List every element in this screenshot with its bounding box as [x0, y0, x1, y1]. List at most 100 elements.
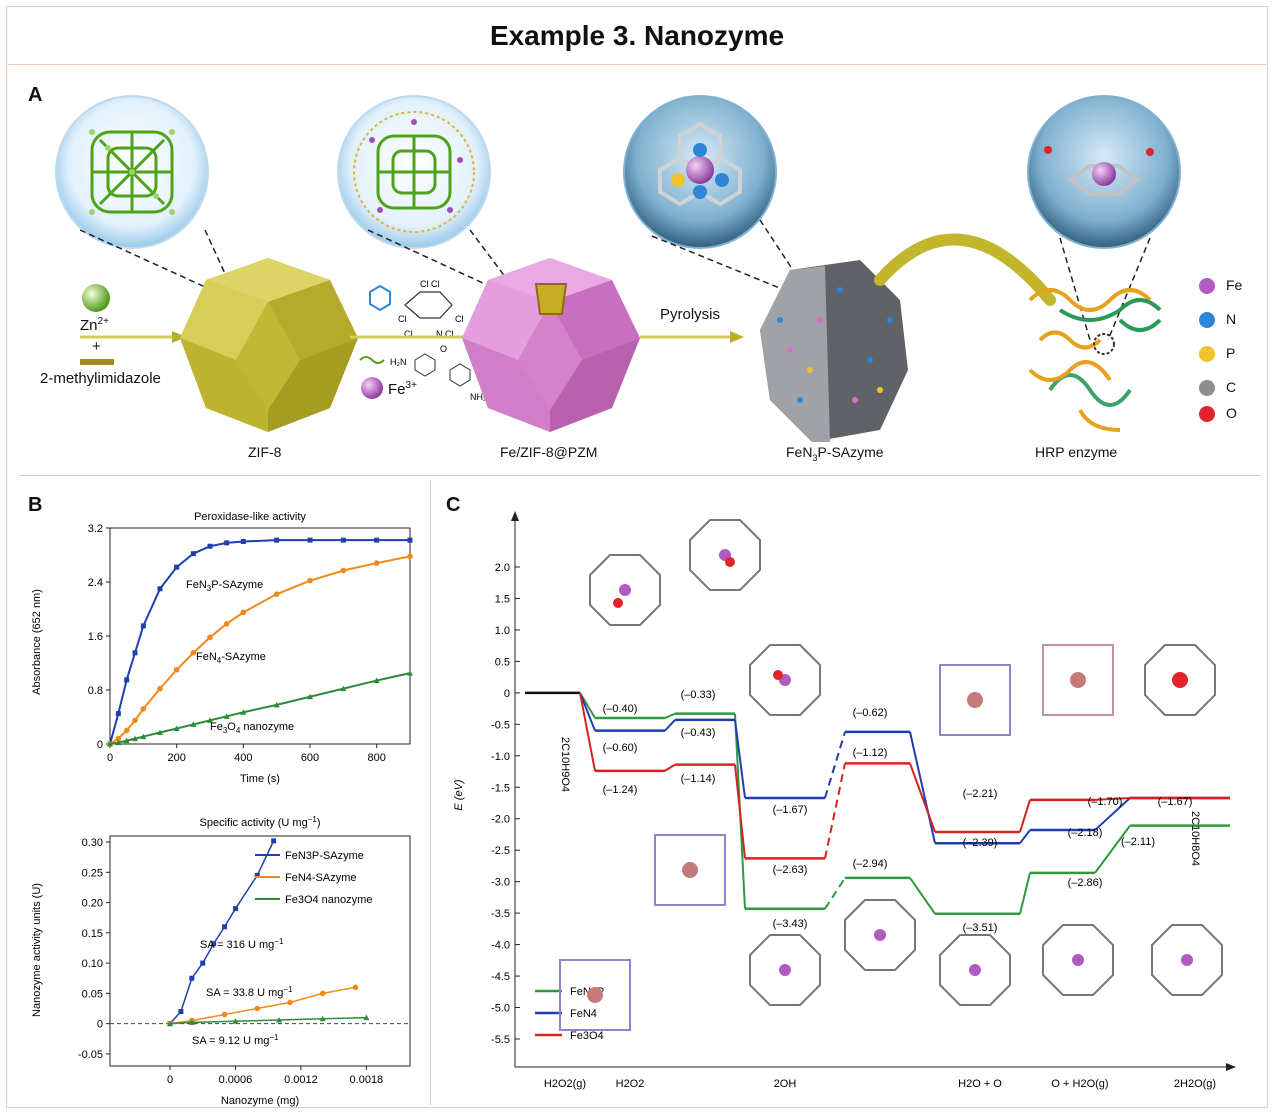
y-tick-label: 1.6 [88, 631, 103, 643]
data-point [190, 721, 197, 727]
energy-label: (–2.18) [1068, 827, 1103, 839]
y-tick-label: 0.8 [88, 685, 103, 697]
x-tick-label: 0 [107, 752, 113, 764]
series-line-1 [109, 555, 411, 745]
connector-0-7 [1094, 825, 1131, 874]
data-point [207, 717, 213, 723]
y-tick-label: -3.0 [491, 877, 510, 889]
data-point [140, 623, 146, 629]
legend-n-label: N [1226, 311, 1237, 327]
legend-sphere-c [1199, 380, 1215, 396]
sa-label-fen4: SA = 33.8 U mg−1 [206, 985, 293, 999]
connector-2-2 [664, 763, 676, 772]
legend-sphere-n [1199, 312, 1215, 328]
data-point [271, 838, 277, 844]
data-point [373, 560, 380, 566]
connector-1-2 [664, 719, 676, 732]
data-point [273, 591, 280, 597]
y-tick-label: -4.5 [491, 971, 510, 983]
connector-0-5 [909, 877, 936, 915]
legend-sphere-fe [1199, 278, 1215, 294]
data-point [178, 1009, 184, 1015]
y-tick-label: 0.25 [82, 867, 103, 879]
hrp-site-bubble [1027, 95, 1181, 249]
energy-label: (–0.60) [603, 742, 638, 754]
energy-label: (–2.86) [1068, 877, 1103, 889]
energy-label: (–0.40) [603, 703, 638, 715]
fit-line-2 [169, 1016, 367, 1025]
x-tick-label: 0.0018 [350, 1074, 384, 1086]
caption-zif8: ZIF-8 [248, 444, 282, 460]
chart-bottom-title: Specific activity (U mg−1) [200, 815, 321, 829]
plus-sign: + [92, 338, 101, 355]
data-point [287, 999, 293, 1006]
svg-text:Cl: Cl [398, 314, 407, 324]
element-legend [1199, 278, 1215, 422]
data-point [340, 567, 347, 574]
y-tick-label: -0.5 [491, 719, 510, 731]
y-tick-label: -1.0 [491, 751, 510, 763]
zn-ion-sphere [82, 284, 110, 312]
data-point [363, 1014, 370, 1021]
connector-2-1 [579, 692, 596, 772]
fe-ion-sphere [361, 377, 383, 399]
specific-activity-chart: Specific activity (U mg−1) 0 0.0006 0.0012… [31, 815, 411, 1107]
x-tick-label: 800 [367, 752, 385, 764]
chart-bottom-legend: FeN3P-SAzyme FeN4-SAzyme Fe3O4 nanozyme [255, 850, 372, 906]
y-tick-label: 0.30 [82, 837, 103, 849]
methylimidazole-label: 2-methylimidazole [40, 370, 161, 387]
data-point [232, 906, 238, 912]
energy-label: (–2.94) [853, 858, 888, 870]
panel-a-scheme: Cl Cl Cl Cl Cl N Cl H₂N O NH₂ [55, 95, 1215, 442]
data-point [173, 666, 180, 673]
data-point [189, 975, 195, 981]
data-point [124, 677, 130, 683]
fen3p-sazyme-particle [760, 260, 908, 442]
y-tick-label: 3.2 [88, 523, 103, 535]
caption-fen3p-sazyme: FeN3P-SAzyme [786, 444, 884, 463]
pyrolysis-label: Pyrolysis [660, 306, 721, 323]
legend-label-2: Fe3O4 nanozyme [285, 894, 372, 906]
data-point [190, 650, 197, 656]
x-tick-label: 400 [234, 752, 252, 764]
y-tick-label: 0 [504, 688, 510, 700]
data-point [224, 540, 230, 546]
energy-label: (–1.67) [773, 804, 808, 816]
data-point [240, 609, 247, 616]
energy-profile-chart: 2.0 1.5 1.0 0.5 0 -0.5 -1.0 -1.5 -2.0 -2.5 -3.0 -3.… [453, 511, 1236, 1090]
y-tick-label: 0.15 [82, 928, 103, 940]
data-point [254, 872, 260, 878]
energy-label: (–0.62) [853, 707, 888, 719]
energy-ylabel: E (eV) [453, 779, 465, 811]
y-tick-label: 1.0 [495, 625, 510, 637]
panel-divider-vertical [430, 480, 431, 1105]
connector-2-7 [1094, 796, 1131, 801]
hrp-enzyme-structure [1028, 288, 1162, 432]
y-tick-label: -2.0 [491, 814, 510, 826]
data-point [340, 685, 347, 692]
y-tick-label: -1.5 [491, 782, 510, 794]
legend-fe-label: Fe [1226, 277, 1243, 293]
x-tick-label: 0.0006 [219, 1074, 253, 1086]
y-tick-label: -4.0 [491, 940, 510, 952]
data-point [132, 717, 138, 724]
svg-text:H₂N: H₂N [390, 357, 407, 367]
energy-label: (–1.24) [603, 784, 638, 796]
caption-hrp-enzyme: HRP enzyme [1035, 444, 1118, 460]
data-point [223, 713, 230, 719]
y-tick-label: 0.5 [495, 656, 510, 668]
chart-top-xlabel: Time (s) [240, 773, 280, 785]
data-point [222, 924, 228, 930]
legend-p-label: P [1226, 345, 1236, 361]
data-point [240, 709, 247, 715]
x-tick-label: 2H2O(g) [1174, 1078, 1216, 1090]
sa-label-fen3p: SA = 316 U mg−1 [200, 937, 284, 951]
data-point [140, 706, 147, 712]
connector-1-5 [909, 731, 936, 844]
y-tick-label: 0.10 [82, 958, 103, 970]
data-point [132, 650, 138, 656]
connector-1-7 [1094, 797, 1131, 831]
data-point [232, 1018, 239, 1024]
data-point [221, 1011, 228, 1018]
energy-label: (–2.39) [963, 837, 998, 849]
